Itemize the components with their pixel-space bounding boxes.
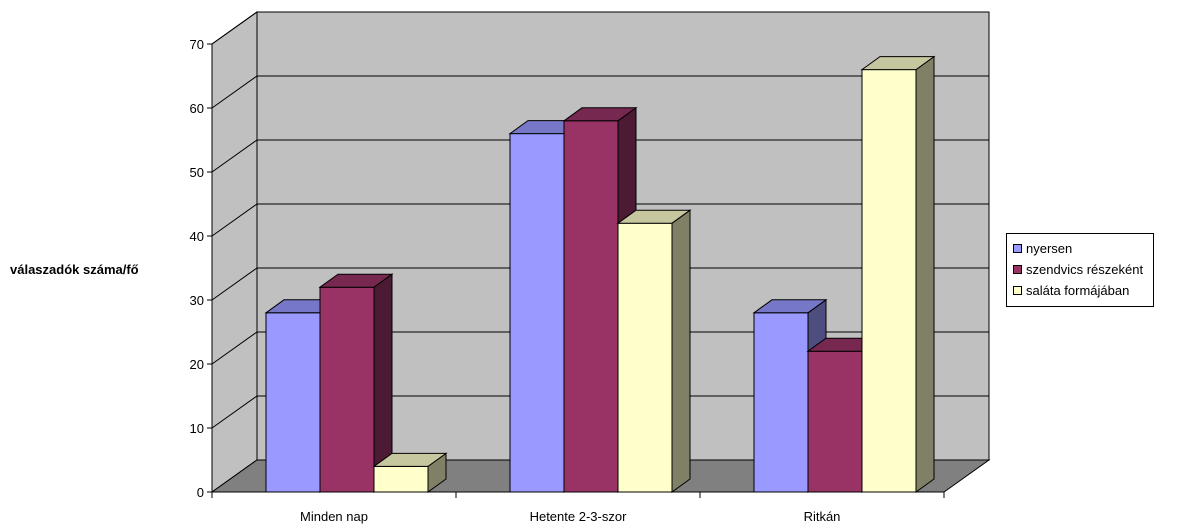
bar-front (807, 350, 863, 493)
gridline (211, 331, 989, 365)
bar-front (509, 133, 565, 493)
legend-label: nyersen (1026, 241, 1073, 256)
y-tick-label: 10 (190, 421, 204, 436)
bar-top (752, 299, 828, 314)
bar-front (861, 69, 917, 493)
legend-item: saláta formájában (1013, 280, 1147, 301)
bar-front (563, 120, 619, 493)
gridline (211, 11, 989, 45)
bar-top (616, 209, 692, 224)
side-wall (211, 11, 258, 493)
bar-top (318, 273, 394, 288)
y-tick-label: 30 (190, 293, 204, 308)
y-tick-label: 50 (190, 165, 204, 180)
y-tick-label: 40 (190, 229, 204, 244)
y-tick-labels: 0 10 20 30 40 50 60 70 (190, 37, 204, 500)
gridlines (211, 11, 989, 429)
legend-swatch (1013, 244, 1022, 253)
bar-front (265, 312, 321, 493)
y-axis-label: válaszadók száma/fő (10, 262, 139, 277)
gridline (211, 75, 989, 109)
bar-front (753, 312, 809, 493)
y-tick-label: 60 (190, 101, 204, 116)
gridline (211, 139, 989, 173)
bar-side (915, 55, 935, 493)
legend: nyersen szendvics részeként saláta formá… (1006, 233, 1154, 307)
bar (860, 55, 936, 493)
gridline (211, 267, 989, 301)
y-tick-label: 0 (197, 485, 204, 500)
legend-item: szendvics részeként (1013, 259, 1147, 280)
bar-front (617, 222, 673, 493)
bars (264, 55, 936, 493)
bar-front (319, 286, 375, 493)
legend-swatch (1013, 265, 1022, 274)
bar (616, 209, 692, 493)
x-tick-label: Ritkán (804, 509, 841, 524)
legend-swatch (1013, 286, 1022, 295)
legend-label: szendvics részeként (1026, 262, 1144, 277)
bar-top (860, 56, 936, 71)
legend-label: saláta formájában (1026, 283, 1130, 298)
y-tick-label: 20 (190, 357, 204, 372)
bar (372, 452, 448, 493)
y-tick-label: 70 (190, 37, 204, 52)
bar-front (373, 465, 429, 493)
x-tick-label: Hetente 2-3-szor (530, 509, 627, 524)
bar-side (671, 209, 691, 493)
bar-top (372, 452, 448, 467)
gridline (211, 395, 989, 429)
x-tick-labels: Minden nap Hetente 2-3-szor Ritkán (300, 509, 840, 524)
bar-top (562, 107, 638, 122)
gridline (211, 203, 989, 237)
bar (318, 273, 394, 493)
legend-item: nyersen (1013, 238, 1147, 259)
x-tick-label: Minden nap (300, 509, 368, 524)
